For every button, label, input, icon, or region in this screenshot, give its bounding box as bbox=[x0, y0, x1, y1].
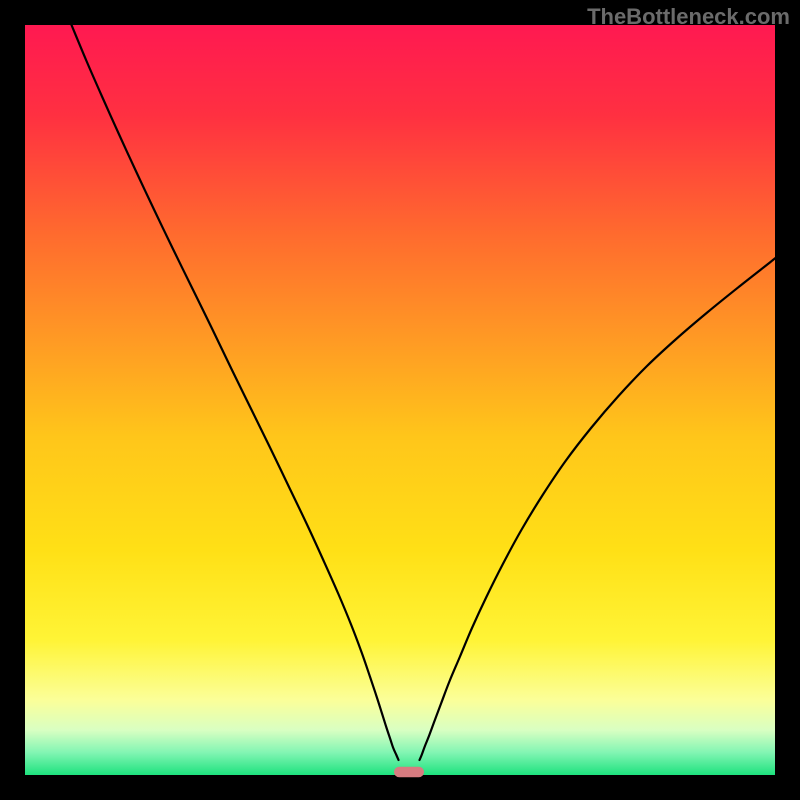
vertex-marker bbox=[394, 767, 424, 778]
watermark-text: TheBottleneck.com bbox=[587, 4, 790, 30]
gradient-background bbox=[25, 25, 775, 775]
gradient-v-curve-chart bbox=[0, 0, 800, 800]
chart-container: TheBottleneck.com bbox=[0, 0, 800, 800]
